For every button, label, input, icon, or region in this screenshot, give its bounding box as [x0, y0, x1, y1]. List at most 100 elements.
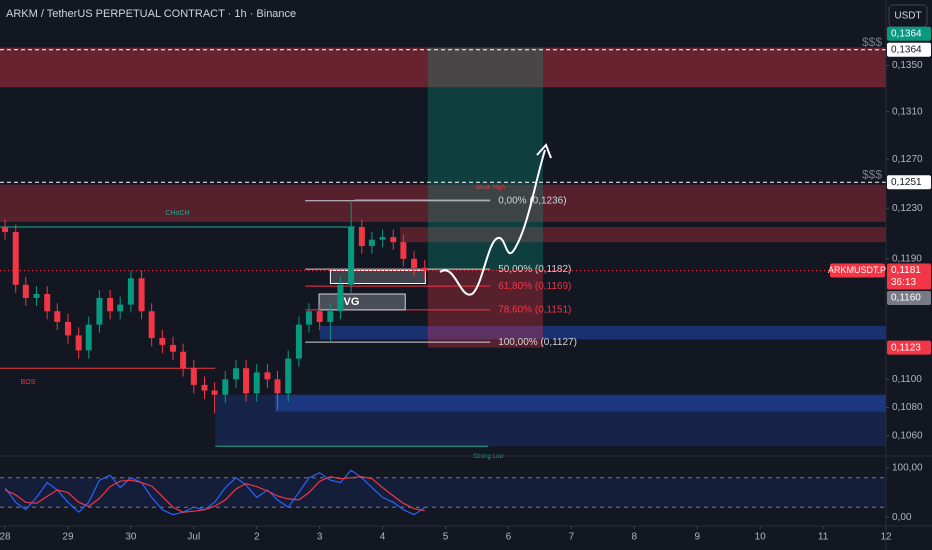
price-badge	[887, 42, 931, 57]
zone	[400, 226, 886, 243]
candle-body	[274, 379, 281, 394]
indicator-line	[4, 476, 425, 513]
zone	[274, 394, 887, 412]
candle-body	[96, 297, 103, 325]
y-tick-label: 0,1060	[892, 431, 923, 442]
candle-body	[379, 237, 386, 240]
countdown: 36:13	[891, 277, 916, 288]
zone	[319, 325, 886, 340]
candle-body	[190, 368, 197, 385]
candle-body	[253, 372, 260, 394]
x-tick-label: 7	[569, 532, 575, 543]
price-badge	[887, 26, 931, 41]
indicator-line	[4, 469, 426, 516]
x-tick-label: 2	[254, 532, 260, 543]
price-badge	[887, 263, 931, 290]
x-tick-label: 28	[0, 532, 11, 543]
candle-body	[33, 294, 40, 298]
candle-body	[127, 278, 134, 305]
candle-body	[368, 239, 375, 247]
candle-body	[222, 379, 229, 395]
fib-label: 78,60% (0,1151)	[498, 305, 571, 316]
candle-body	[180, 351, 187, 369]
y-tick-label: 0,1190	[892, 253, 922, 264]
y-tick-label: 0,1350	[892, 60, 923, 71]
symbol-badge	[830, 263, 885, 278]
y-tick-label: 0,1270	[892, 154, 923, 165]
candle-body	[85, 324, 92, 351]
x-tick-label: 29	[62, 532, 74, 543]
forecast-arrow	[439, 149, 546, 296]
candle-body	[201, 384, 208, 391]
structure-label: CHoCH	[165, 210, 189, 217]
candle-body	[159, 338, 166, 345]
price-badge	[887, 290, 931, 305]
fib-label: 100,00% (0,1127)	[498, 337, 577, 348]
candle-body	[316, 311, 323, 322]
candle-body	[411, 258, 418, 268]
y-tick-label: 0,1100	[892, 374, 922, 385]
candle-body	[337, 284, 344, 312]
x-tick-label: 5	[443, 532, 449, 543]
fib-label: 61,80% (0,1169)	[498, 281, 571, 292]
price-badge-label: 0,1364	[891, 28, 922, 39]
candle-body	[2, 226, 9, 233]
candle-body	[107, 297, 114, 312]
candle-body	[285, 358, 292, 394]
candle-body	[211, 390, 218, 395]
price-badge	[887, 175, 931, 190]
order-block	[329, 269, 426, 284]
candle-body	[400, 242, 407, 259]
candle-body	[44, 294, 51, 312]
indicator-band	[0, 477, 886, 508]
price-badge-label: 0,1364	[891, 44, 922, 55]
candle-body	[54, 311, 61, 322]
candle-body	[390, 237, 397, 243]
fib-label: 50,00% (0,1182)	[498, 264, 571, 275]
price-badge	[887, 340, 931, 355]
x-tick-label: 11	[818, 532, 829, 543]
forecast-arrowhead	[536, 143, 552, 159]
x-tick-label: 9	[694, 532, 700, 543]
symbol-label: ARKMUSDT.P	[828, 265, 886, 275]
candle-body	[327, 311, 334, 322]
price-badge-label: 0,1123	[891, 342, 921, 353]
liquidity-label: $$$	[862, 35, 882, 49]
x-tick-label: 10	[755, 532, 767, 543]
x-tick-label: 6	[506, 532, 512, 543]
price-badge-label: 0,1251	[891, 177, 922, 188]
candle-body	[75, 335, 82, 351]
candle-body	[12, 232, 19, 285]
candle-body	[64, 321, 71, 336]
candle-body	[295, 324, 302, 359]
liquidity-label: $$$	[862, 167, 882, 181]
candle-body	[22, 284, 29, 298]
chart-title: ARKM / TetherUS PERPETUAL CONTRACT · 1h …	[6, 8, 296, 20]
currency-label[interactable]: USDT	[894, 11, 921, 22]
x-tick-label: 4	[380, 532, 386, 543]
position-stop	[427, 270, 544, 348]
fvg-box	[318, 293, 406, 311]
x-tick-label: 8	[632, 532, 638, 543]
y-tick-label: 0,1080	[892, 402, 923, 413]
candle-body	[117, 304, 124, 312]
y-tick-label: 0,1310	[892, 106, 923, 117]
x-tick-label: Jul	[187, 532, 200, 543]
price-badge-label: 0,1160	[891, 293, 921, 304]
candle-body	[170, 344, 177, 352]
zone	[0, 47, 886, 88]
x-tick-label: 30	[125, 532, 137, 543]
zone	[0, 184, 886, 222]
candle-body	[232, 368, 239, 380]
structure-label: Strong Low	[473, 454, 504, 460]
position-target	[427, 47, 544, 271]
indicator-tick-label: 0,00	[892, 512, 912, 523]
plot-area: $$$$$$0,00% (0,1236)50,00% (0,1182)61,80…	[0, 35, 887, 516]
structure-label: Weak High	[476, 185, 505, 191]
candle-body	[348, 226, 355, 285]
y-tick-label: 0,1230	[892, 203, 923, 214]
x-tick-label: 12	[880, 532, 892, 543]
